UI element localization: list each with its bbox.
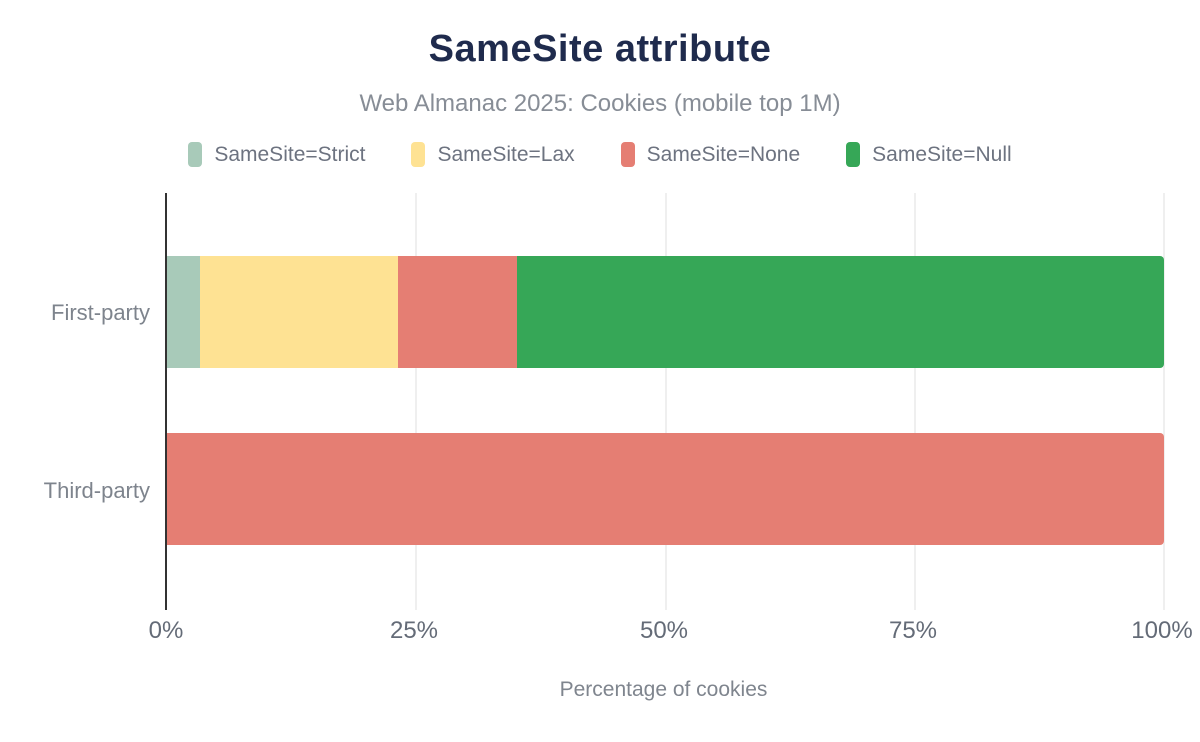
- legend: SameSite=Strict SameSite=Lax SameSite=No…: [0, 142, 1200, 167]
- legend-label-null: SameSite=Null: [872, 142, 1012, 166]
- legend-swatch-none-icon: [620, 142, 635, 167]
- y-axis-label-first-party: First-party: [51, 300, 150, 325]
- bar-third-party: [167, 433, 1164, 545]
- legend-item-none[interactable]: SameSite=None: [620, 142, 801, 167]
- bar-segment-none[interactable]: [167, 433, 1164, 545]
- y-axis-label-third-party: Third-party: [43, 478, 150, 503]
- legend-label-lax: SameSite=Lax: [437, 142, 575, 166]
- chart-subtitle: Web Almanac 2025: Cookies (mobile top 1M…: [359, 90, 841, 117]
- legend-swatch-null-icon: [846, 142, 861, 167]
- legend-item-null[interactable]: SameSite=Null: [846, 142, 1012, 167]
- gridline-25: [415, 193, 418, 610]
- plot-area: [165, 193, 1165, 610]
- x-axis-title: Percentage of cookies: [559, 678, 768, 701]
- x-tick-label-25: 25%: [389, 617, 439, 644]
- bar-segment-lax[interactable]: [199, 256, 399, 368]
- x-tick-label-75: 75%: [888, 617, 938, 644]
- x-tick-label-50: 50%: [639, 617, 689, 644]
- bar-first-party: [167, 256, 1164, 368]
- legend-label-strict: SameSite=Strict: [214, 142, 366, 166]
- legend-item-strict[interactable]: SameSite=Strict: [188, 142, 365, 167]
- chart-title: SameSite attribute: [428, 28, 772, 70]
- legend-label-none: SameSite=None: [646, 142, 801, 166]
- bar-segment-null[interactable]: [516, 256, 1164, 368]
- legend-swatch-strict-icon: [188, 142, 203, 167]
- gridline-100: [1163, 193, 1165, 610]
- x-tick-label-0: 0%: [148, 617, 184, 644]
- bar-segment-none[interactable]: [398, 256, 517, 368]
- bar-segment-strict[interactable]: [167, 256, 200, 368]
- legend-swatch-lax-icon: [411, 142, 426, 167]
- gridline-50: [664, 193, 667, 610]
- x-tick-label-100: 100%: [1131, 617, 1193, 644]
- legend-item-lax[interactable]: SameSite=Lax: [411, 142, 575, 167]
- gridline-75: [913, 193, 916, 610]
